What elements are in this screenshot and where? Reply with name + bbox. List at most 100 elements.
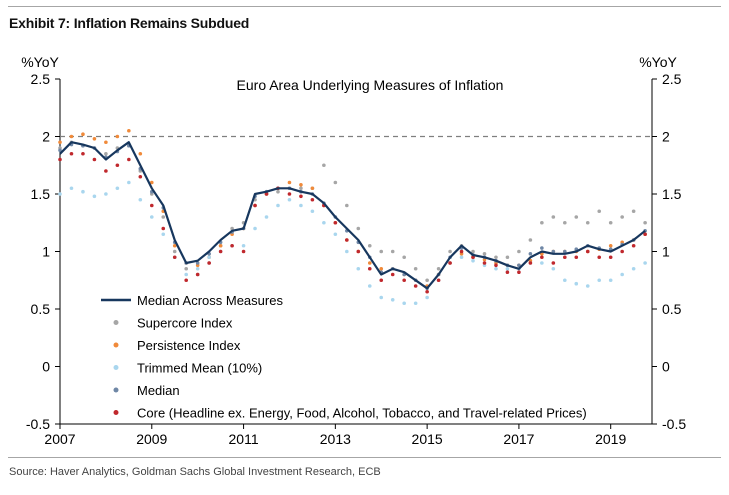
supercore-index-point: [643, 220, 647, 225]
supercore-index-point: [448, 249, 452, 254]
top-rule: [8, 6, 721, 7]
supercore-index-point: [540, 220, 544, 225]
y-tick-label-right: 2: [662, 129, 670, 145]
persistence-index-point: [69, 134, 74, 139]
supercore-index-point: [402, 255, 406, 260]
trimmed-mean-10-point: [104, 192, 108, 196]
legend-label-5: Median: [137, 383, 180, 398]
trimmed-mean-10-point: [207, 255, 211, 260]
trimmed-mean-10-point: [345, 249, 349, 254]
core-headline-ex-energy-food-alcohol-tobacco-and-travel-related-prices-point: [482, 261, 487, 265]
y-tick-label-left: 2.5: [31, 71, 51, 87]
x-tick-label: 2013: [320, 431, 351, 447]
trimmed-mean-10-point: [620, 272, 624, 277]
trimmed-mean-10-point: [505, 266, 510, 271]
core-headline-ex-energy-food-alcohol-tobacco-and-travel-related-prices-point: [563, 255, 567, 260]
trimmed-mean-10-point: [92, 194, 97, 199]
persistence-index-point: [104, 140, 108, 145]
bottom-rule: [8, 457, 721, 458]
core-headline-ex-energy-food-alcohol-tobacco-and-travel-related-prices-point: [92, 157, 97, 162]
median-point: [195, 261, 200, 265]
core-headline-ex-energy-food-alcohol-tobacco-and-travel-related-prices-point: [459, 249, 464, 254]
legend-label-2: Supercore Index: [137, 316, 233, 331]
supercore-index-point: [379, 249, 384, 254]
legend-swatch-core-headline-ex-energy-food-alcohol-tobacco-and-travel-related-prices: [113, 410, 119, 415]
trimmed-mean-10-point: [425, 295, 429, 300]
core-headline-ex-energy-food-alcohol-tobacco-and-travel-related-prices-point: [81, 151, 85, 156]
trimmed-mean-10-point: [264, 215, 269, 219]
core-headline-ex-energy-food-alcohol-tobacco-and-travel-related-prices-point: [264, 192, 269, 196]
supercore-index-point: [390, 249, 395, 254]
supercore-index-point: [276, 189, 280, 194]
trimmed-mean-10-point: [551, 266, 556, 271]
core-headline-ex-energy-food-alcohol-tobacco-and-travel-related-prices-point: [574, 255, 579, 260]
persistence-index-point: [138, 151, 143, 156]
trimmed-mean-10-point: [585, 284, 590, 288]
trimmed-mean-10-point: [379, 295, 384, 300]
y-tick-label-right: 0: [662, 359, 670, 375]
trimmed-mean-10-point: [115, 186, 120, 191]
trimmed-mean-10-point: [367, 284, 372, 288]
trimmed-mean-10-point: [195, 266, 200, 271]
trimmed-mean-10-point: [494, 266, 498, 271]
core-headline-ex-energy-food-alcohol-tobacco-and-travel-related-prices-point: [69, 151, 74, 156]
trimmed-mean-10-point: [356, 266, 361, 271]
y-axis-label-right: %YoY: [639, 54, 677, 70]
supercore-index-point: [161, 215, 166, 219]
persistence-index-point: [58, 140, 62, 145]
trimmed-mean-10-point: [608, 278, 613, 283]
persistence-index-point: [299, 183, 303, 187]
core-headline-ex-energy-food-alcohol-tobacco-and-travel-related-prices-point: [333, 220, 338, 225]
median-point: [540, 246, 544, 250]
supercore-index-point: [551, 215, 556, 219]
trimmed-mean-10-point: [471, 258, 475, 263]
supercore-index-point: [494, 255, 498, 260]
supercore-index-point: [471, 249, 475, 254]
supercore-index-point: [184, 266, 189, 271]
legend-swatch-persistence-index: [113, 342, 119, 348]
trimmed-mean-10-point: [597, 278, 602, 283]
trimmed-mean-10-point: [253, 226, 257, 231]
y-tick-label-right: -0.5: [662, 416, 686, 432]
core-headline-ex-energy-food-alcohol-tobacco-and-travel-related-prices-point: [253, 203, 257, 208]
trimmed-mean-10-point: [574, 281, 579, 286]
core-headline-ex-energy-food-alcohol-tobacco-and-travel-related-prices-point: [494, 263, 498, 268]
persistence-index-point: [172, 243, 177, 248]
persistence-index-point: [367, 261, 372, 265]
trimmed-mean-10-point: [631, 266, 636, 271]
y-tick-label-left: -0.5: [26, 416, 50, 432]
persistence-index-point: [608, 243, 613, 248]
trimmed-mean-10-point: [276, 203, 280, 208]
supercore-index-point: [299, 186, 303, 191]
legend-swatch-trimmed-mean-10: [113, 365, 119, 370]
trimmed-mean-10-point: [413, 301, 418, 306]
y-tick-label-left: 0.5: [31, 301, 51, 317]
core-headline-ex-energy-food-alcohol-tobacco-and-travel-related-prices-point: [425, 289, 429, 294]
x-tick-label: 2017: [503, 431, 534, 447]
trimmed-mean-10-point: [402, 301, 406, 306]
core-headline-ex-energy-food-alcohol-tobacco-and-travel-related-prices-point: [207, 261, 211, 265]
trimmed-mean-10-point: [310, 209, 315, 214]
supercore-index-point: [425, 278, 429, 283]
supercore-index-point: [356, 226, 361, 231]
core-headline-ex-energy-food-alcohol-tobacco-and-travel-related-prices-point: [505, 270, 510, 275]
core-headline-ex-energy-food-alcohol-tobacco-and-travel-related-prices-point: [195, 272, 200, 277]
supercore-index-point: [333, 180, 338, 185]
core-headline-ex-energy-food-alcohol-tobacco-and-travel-related-prices-point: [367, 266, 372, 271]
supercore-index-point: [413, 266, 418, 271]
persistence-index-point: [287, 180, 292, 185]
trimmed-mean-10-point: [540, 261, 544, 265]
source-note: Source: Haver Analytics, Goldman Sachs G…: [9, 466, 381, 478]
legend-swatch-median: [113, 387, 119, 393]
core-headline-ex-energy-food-alcohol-tobacco-and-travel-related-prices-point: [413, 284, 418, 288]
core-headline-ex-energy-food-alcohol-tobacco-and-travel-related-prices-point: [104, 169, 108, 173]
core-headline-ex-energy-food-alcohol-tobacco-and-travel-related-prices-point: [345, 238, 349, 242]
y-tick-label-left: 2: [42, 129, 50, 145]
supercore-index-point: [172, 249, 177, 254]
trimmed-mean-10-point: [81, 189, 85, 194]
trimmed-mean-10-point: [459, 255, 464, 260]
persistence-index-point: [218, 243, 223, 248]
core-headline-ex-energy-food-alcohol-tobacco-and-travel-related-prices-point: [597, 255, 602, 260]
trimmed-mean-10-point: [184, 272, 189, 277]
